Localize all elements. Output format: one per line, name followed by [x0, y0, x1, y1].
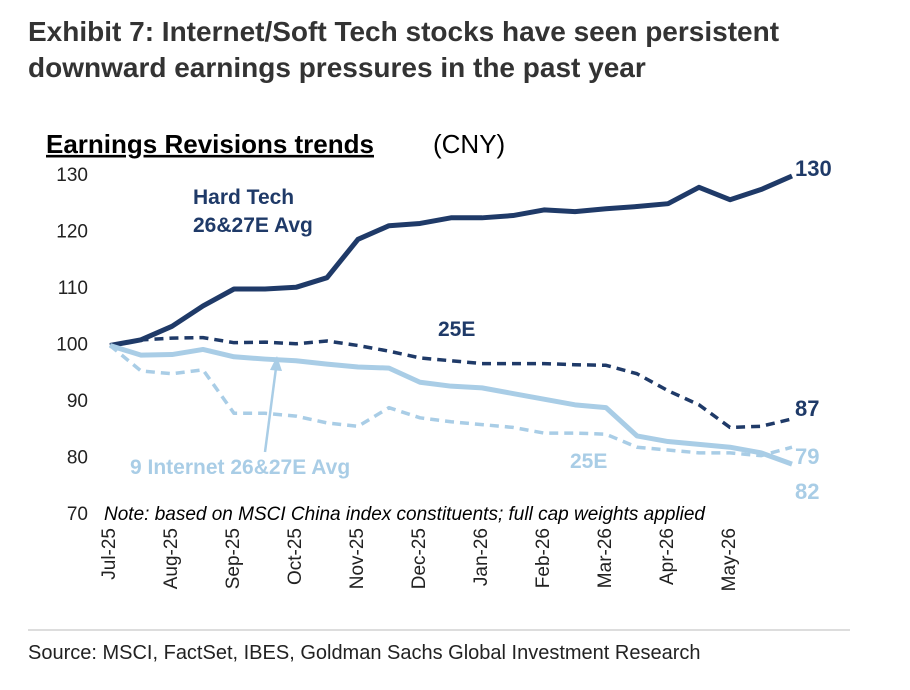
page-title: Exhibit 7: Internet/Soft Tech stocks hav… [28, 16, 780, 83]
series-line [108, 344, 793, 458]
arrow [263, 367, 278, 453]
x-tick-label: Oct-25 [285, 528, 306, 585]
chart-title: Earnings Revisions trends [46, 129, 374, 159]
series-label: 25E [438, 318, 476, 341]
x-tick-label: May-26 [719, 528, 740, 591]
series-line [109, 335, 793, 430]
data-label: 82 [795, 479, 819, 504]
series-label: 9 Internet 26&27E Avg [130, 456, 351, 479]
x-tick-label: Apr-26 [657, 528, 678, 585]
y-tick-label: 80 [67, 448, 88, 469]
data-label: 130 [795, 156, 832, 181]
source: Source: MSCI, FactSet, IBES, Goldman Sac… [28, 642, 701, 664]
x-tick-label: Mar-26 [595, 528, 616, 588]
series-label: 25E [570, 450, 608, 473]
y-tick-label: 100 [56, 335, 88, 356]
x-tick-label: Jan-26 [471, 528, 492, 586]
arrow-head [270, 356, 282, 371]
x-tick-label: Feb-26 [533, 528, 554, 588]
x-tick-label: Aug-25 [161, 528, 182, 589]
note: Note: based on MSCI China index constitu… [104, 504, 706, 525]
y-tick-label: 70 [67, 504, 88, 525]
y-tick-label: 130 [56, 165, 88, 186]
x-tick-label: Sep-25 [223, 528, 244, 589]
x-tick-label: Nov-25 [347, 528, 368, 589]
chart-subtitle: (CNY) [433, 129, 505, 159]
y-tick-label: 90 [67, 391, 88, 412]
x-tick-label: Jul-25 [99, 528, 120, 580]
series-label: Hard Tech 26&27E Avg [193, 186, 313, 237]
series-line [109, 343, 793, 467]
y-tick-label: 120 [56, 222, 88, 243]
y-tick-label: 110 [58, 278, 88, 299]
x-tick-label: Dec-25 [409, 528, 430, 589]
series-line [109, 173, 794, 348]
data-label: 87 [795, 396, 819, 421]
data-label: 79 [795, 444, 819, 469]
